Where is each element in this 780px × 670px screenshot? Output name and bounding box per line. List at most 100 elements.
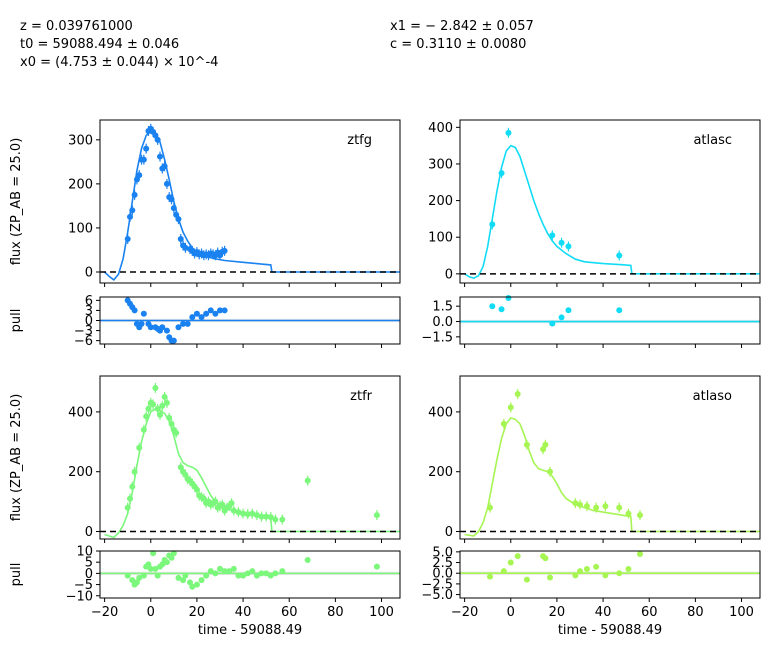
ztfr-pull-ytick-label: −10 <box>66 589 93 604</box>
ztfr-flux-point <box>157 411 163 418</box>
ztfr-pull-xlabel: time - 59088.49 <box>198 623 302 638</box>
ztfr-pull-point <box>193 581 200 588</box>
ztfg-flux-model-curve <box>104 130 400 282</box>
atlasc-pull-ytick-label: −1.5 <box>421 330 453 345</box>
ztfr-pull-ytick-label: 10 <box>76 545 93 560</box>
ztfg-pull-point <box>217 307 223 314</box>
fit-parameters-right: x1 = − 2.842 ± 0.057 c = 0.3110 ± 0.0080 <box>390 18 534 54</box>
atlaso-pull-xtick-label: −20 <box>451 605 478 620</box>
ztfg-pull-ytick-label: 6 <box>85 294 93 309</box>
atlaso-flux-axes-frame <box>459 375 761 540</box>
atlaso-flux-band-label: atlaso <box>693 389 732 404</box>
atlaso-flux-point <box>547 468 553 475</box>
atlaso-flux-point <box>487 504 493 511</box>
ztfr-flux-point <box>304 477 311 484</box>
ztfr-flux-point <box>163 399 170 406</box>
atlasc-flux-point <box>498 170 505 177</box>
ztfg-flux-point <box>175 216 182 223</box>
atlaso-flux-point <box>593 504 600 511</box>
ztfg-pull-ylabel: pull <box>9 309 24 333</box>
ztfr-flux-point <box>200 495 207 502</box>
atlasc-flux-ytick-label: 200 <box>428 194 453 209</box>
param-t0: t0 = 59088.494 ± 0.046 <box>20 37 180 52</box>
atlaso-pull-point <box>487 573 493 580</box>
ztfr-pull-point <box>187 579 193 586</box>
param-x0: x0 = (4.753 ± 0.044) × 10^-4 <box>20 55 219 70</box>
ztfr-flux-point <box>136 444 143 451</box>
atlaso-pull-xlabel: time - 59088.49 <box>558 623 662 638</box>
ztfr-flux-point <box>212 498 219 505</box>
ztfg-pull-point <box>212 310 219 317</box>
ztfr-pull-point <box>279 568 286 575</box>
atlasc-pull-point <box>489 303 496 310</box>
ztfr-flux-point <box>152 384 159 391</box>
atlasc-pull-point <box>498 306 505 313</box>
ztfr-pull-point <box>175 574 182 581</box>
ztfg-pull-point <box>193 310 200 317</box>
atlaso-pull-xtick-label: 20 <box>549 605 566 620</box>
ztfr-flux-point <box>173 429 180 436</box>
ztfr-flux-ytick-label: 400 <box>68 405 93 420</box>
atlaso-flux-point <box>514 390 521 397</box>
ztfr-flux-point <box>145 405 152 412</box>
atlaso-pull-point <box>500 568 507 575</box>
ztfg-flux-point <box>140 156 147 163</box>
atlaso-flux-ytick-label: 200 <box>428 465 453 480</box>
ztfg-flux-point <box>127 213 133 220</box>
atlaso-pull-ytick-label: −5.0 <box>421 588 453 603</box>
ztfr-flux-point <box>267 514 274 521</box>
atlaso-pull-ytick-label: 0.0 <box>432 567 453 582</box>
ztfg-pull-point <box>163 327 170 334</box>
atlasc-flux-axes-frame <box>459 119 761 284</box>
ztfg-flux-point <box>152 132 159 139</box>
atlasc-pull-point <box>565 307 572 314</box>
ztfr-flux-point <box>193 486 200 493</box>
ztfr-pull-point <box>258 570 265 577</box>
atlaso-pull-point <box>602 572 609 579</box>
ztfr-flux-point <box>166 414 173 421</box>
atlasc-pull-axes-frame <box>459 296 761 345</box>
ztfg-flux-ytick-label: 0 <box>85 265 93 280</box>
ztfr-flux-point <box>244 511 251 518</box>
ztfr-pull-point <box>240 572 247 579</box>
ztfg-pull-point <box>147 324 154 331</box>
atlaso-flux-point <box>572 500 579 507</box>
ztfg-flux-point <box>157 153 163 160</box>
ztfr-flux-point <box>150 401 157 408</box>
ztfr-pull-point <box>180 577 187 584</box>
ztfr-flux-point <box>228 500 235 507</box>
atlaso-flux-point <box>583 503 590 510</box>
atlasc-flux-point <box>549 232 556 239</box>
ztfr-flux-point <box>140 426 147 433</box>
ztfg-flux-point <box>168 196 175 203</box>
ztfr-pull-point <box>235 572 242 579</box>
atlaso-pull-point <box>542 555 549 562</box>
ztfg-flux-point <box>221 247 228 254</box>
ztfr-flux-ytick-label: 200 <box>68 465 93 480</box>
ztfr-pull-xtick-label: 40 <box>235 605 252 620</box>
ztfg-flux-point <box>163 180 170 187</box>
ztfr-pull-point <box>147 565 154 572</box>
atlasc-flux-ytick-label: 100 <box>428 231 453 246</box>
ztfr-pull-point <box>212 570 219 577</box>
atlaso-flux-point <box>625 510 632 517</box>
ztfr-pull-point <box>159 561 166 568</box>
ztfr-flux-point <box>263 513 270 520</box>
atlaso-flux-point <box>540 446 547 453</box>
ztfg-pull-point <box>180 320 187 327</box>
ztfg-pull-point <box>221 307 228 314</box>
atlaso-pull-point <box>547 574 553 581</box>
ztfr-pull-point <box>168 554 175 561</box>
ztfr-flux-point <box>373 512 380 519</box>
atlaso-pull-point <box>593 563 600 570</box>
atlaso-pull-point <box>637 550 643 557</box>
ztfr-flux-point <box>230 507 237 514</box>
fit-parameters-left: z = 0.039761000 t0 = 59088.494 ± 0.046 x… <box>20 18 218 72</box>
ztfr-pull-point <box>244 570 251 577</box>
ztfr-pull-point <box>136 574 143 581</box>
param-x1: x1 = − 2.842 ± 0.057 <box>390 19 534 34</box>
ztfg-flux-point <box>161 163 168 170</box>
ztfg-flux-band-label: ztfg <box>347 133 372 148</box>
ztfr-pull-point <box>249 568 256 575</box>
ztfr-flux-band-label: ztfr <box>350 389 372 404</box>
